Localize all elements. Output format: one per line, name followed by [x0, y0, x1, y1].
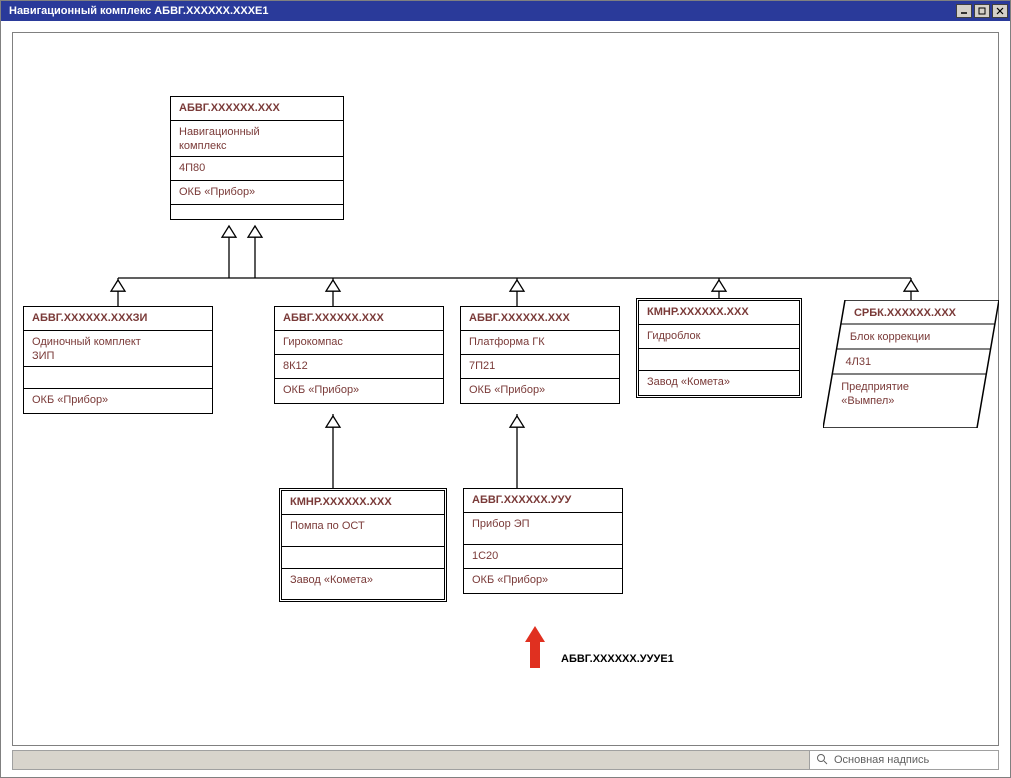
node-gyro-row-2: 8К12: [275, 355, 443, 379]
diagram-canvas: АБВГ.ХХХХХХ.ХХХНавигационный комплекс4П8…: [12, 32, 999, 746]
node-ep[interactable]: АБВГ.ХХХХХХ.УУУПрибор ЭП1С20ОКБ «Прибор»: [463, 488, 623, 594]
node-root[interactable]: АБВГ.ХХХХХХ.ХХХНавигационный комплекс4П8…: [170, 96, 344, 220]
node-gyro[interactable]: АБВГ.ХХХХХХ.ХХХГирокомпас8К12ОКБ «Прибор…: [274, 306, 444, 404]
node-gyro-row-1: Гирокомпас: [275, 331, 443, 355]
node-corr-row-2: 4Л31: [846, 355, 872, 369]
node-hydro[interactable]: КМНР.ХХХХХХ.ХХХГидроблок Завод «Комета»: [636, 298, 802, 398]
node-zip[interactable]: АБВГ.ХХХХХХ.ХХХЗИОдиночный комплект ЗИП О…: [23, 306, 213, 414]
node-hydro-row-0: КМНР.ХХХХХХ.ХХХ: [639, 301, 799, 325]
status-left: [12, 750, 809, 770]
node-pump-row-2: [282, 547, 444, 569]
window-title: Навигационный комплекс АБВГ.ХХХХХХ.ХХХЕ1: [9, 1, 269, 21]
node-corr[interactable]: СРБК.ХХХХХХ.ХХХ Блок коррекции 4Л31 Предпри…: [823, 300, 999, 428]
node-root-row-4: [171, 205, 343, 219]
search-placeholder: Основная надпись: [834, 754, 929, 766]
node-zip-row-2: [24, 367, 212, 389]
node-platform-row-1: Платформа ГК: [461, 331, 619, 355]
close-button[interactable]: [992, 4, 1008, 18]
node-platform-row-3: ОКБ «Прибор»: [461, 379, 619, 403]
search-box[interactable]: Основная надпись: [809, 750, 999, 770]
node-hydro-row-1: Гидроблок: [639, 325, 799, 349]
client-area: АБВГ.ХХХХХХ.ХХХНавигационный комплекс4П8…: [2, 22, 1009, 776]
node-pump-row-3: Завод «Комета»: [282, 569, 444, 599]
node-hydro-row-2: [639, 349, 799, 371]
search-icon: [816, 753, 828, 768]
node-ep-row-1: Прибор ЭП: [464, 513, 622, 545]
node-zip-row-3: ОКБ «Прибор»: [24, 389, 212, 413]
maximize-button[interactable]: [974, 4, 990, 18]
node-root-row-1: Навигационный комплекс: [171, 121, 343, 157]
node-hydro-row-3: Завод «Комета»: [639, 371, 799, 395]
node-root-row-0: АБВГ.ХХХХХХ.ХХХ: [171, 97, 343, 121]
node-gyro-row-3: ОКБ «Прибор»: [275, 379, 443, 403]
node-corr-row-1: Блок коррекции: [850, 330, 930, 344]
node-corr-row-0: СРБК.ХХХХХХ.ХХХ: [854, 306, 956, 320]
diagram: АБВГ.ХХХХХХ.ХХХНавигационный комплекс4П8…: [13, 33, 998, 745]
node-corr-row-3: Предприятие «Вымпел»: [841, 380, 909, 409]
node-platform-row-0: АБВГ.ХХХХХХ.ХХХ: [461, 307, 619, 331]
node-ep-row-0: АБВГ.ХХХХХХ.УУУ: [464, 489, 622, 513]
node-root-row-2: 4П80: [171, 157, 343, 181]
node-pump-row-0: КМНР.ХХХХХХ.ХХХ: [282, 491, 444, 515]
node-ep-row-3: ОКБ «Прибор»: [464, 569, 622, 593]
callout-label: АБВГ.ХХХХХХ.УУУЕ1: [561, 653, 674, 665]
node-platform-row-2: 7П21: [461, 355, 619, 379]
node-zip-row-0: АБВГ.ХХХХХХ.ХХХЗИ: [24, 307, 212, 331]
node-platform[interactable]: АБВГ.ХХХХХХ.ХХХПлатформа ГК7П21ОКБ «Приб…: [460, 306, 620, 404]
node-ep-row-2: 1С20: [464, 545, 622, 569]
node-zip-row-1: Одиночный комплект ЗИП: [24, 331, 212, 367]
node-pump[interactable]: КМНР.ХХХХХХ.ХХХПомпа по ОСТ Завод «Комета…: [279, 488, 447, 602]
minimize-button[interactable]: [956, 4, 972, 18]
app-window: Навигационный комплекс АБВГ.ХХХХХХ.ХХХЕ1…: [0, 0, 1011, 778]
statusbar: Основная надпись: [12, 750, 999, 770]
window-controls: [954, 4, 1010, 18]
titlebar: Навигационный комплекс АБВГ.ХХХХХХ.ХХХЕ1: [1, 1, 1010, 21]
node-root-row-3: ОКБ «Прибор»: [171, 181, 343, 205]
node-pump-row-1: Помпа по ОСТ: [282, 515, 444, 547]
node-gyro-row-0: АБВГ.ХХХХХХ.ХХХ: [275, 307, 443, 331]
